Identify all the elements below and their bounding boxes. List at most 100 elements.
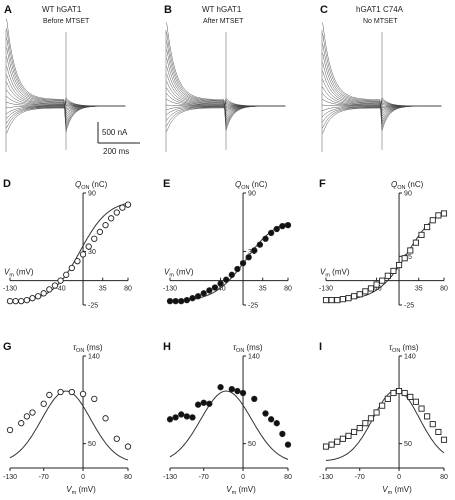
data-point <box>46 286 53 293</box>
data-point <box>379 277 386 284</box>
data-point <box>40 400 47 407</box>
data-point <box>334 438 341 445</box>
data-point <box>206 287 213 294</box>
data-point <box>345 432 352 439</box>
data-point <box>223 276 230 283</box>
y-tick-label: 50 <box>248 441 256 448</box>
panel-letter-E: E <box>163 178 170 190</box>
panel-letter-C: C <box>320 4 328 16</box>
y-tick-label: 90 <box>88 191 96 198</box>
data-point <box>418 405 425 412</box>
data-point <box>262 235 269 242</box>
data-point <box>68 264 75 272</box>
data-point <box>384 272 391 279</box>
panel-letter-I: I <box>319 341 322 353</box>
data-point <box>401 255 408 262</box>
data-point <box>418 231 425 238</box>
data-point <box>367 285 375 292</box>
data-point <box>407 247 414 254</box>
data-point <box>200 290 207 297</box>
y-tick-label: 90 <box>404 191 412 198</box>
panel-letter-D: D <box>3 178 11 190</box>
x-tick-label: 35 <box>259 286 267 293</box>
data-point <box>322 297 330 304</box>
data-point <box>228 385 235 393</box>
data-point <box>356 425 363 432</box>
x-tick-label: -130 <box>163 474 177 481</box>
x-tick-label: -130 <box>3 286 17 293</box>
data-point <box>57 388 64 396</box>
panel-letter-G: G <box>3 341 12 353</box>
data-point <box>23 296 31 304</box>
x-axis-label: Vm (mV) <box>164 268 194 279</box>
data-point <box>356 291 363 298</box>
data-point <box>440 210 448 217</box>
data-point <box>279 430 286 438</box>
scale-bar-current-label: 500 nA <box>102 128 128 137</box>
data-point <box>194 401 202 408</box>
data-point <box>424 224 431 231</box>
x-axis-label: Vm (mV) <box>226 485 256 496</box>
x-axis-label: Vm (mV) <box>66 485 96 496</box>
data-point <box>51 282 59 289</box>
data-point <box>119 204 126 211</box>
x-tick-label: 35 <box>99 286 107 293</box>
trace-subtitle-C: No MTSET <box>363 18 398 25</box>
data-point <box>40 290 47 297</box>
data-point <box>183 413 191 420</box>
chart-panel-I: I 140 50 -130 -70 0 80 τON (ms) Vm (mV) <box>319 341 448 496</box>
chart-panel-F: F 90 25 -25 -130 -40 35 80 QON (nC) Vm (mV) <box>319 178 448 310</box>
data-point <box>412 398 419 405</box>
data-point <box>178 411 185 418</box>
data-point <box>172 297 179 305</box>
x-tick-label: -70 <box>39 474 49 481</box>
y-tick-label: -25 <box>248 303 258 310</box>
data-point <box>12 297 19 305</box>
y-axis-label: τON (ms) <box>233 343 263 354</box>
data-point <box>200 399 207 406</box>
trace-panel-B: B WT hGAT1 After MTSET <box>164 4 286 152</box>
data-point <box>262 410 269 417</box>
data-point <box>339 296 346 303</box>
data-point <box>91 395 98 403</box>
data-point <box>18 297 25 305</box>
data-point <box>345 295 352 302</box>
chart-panel-G: G 140 50 -130 -70 0 80 τON (ms) Vm (mV) <box>3 341 132 496</box>
y-axis-label: QON (nC) <box>235 180 268 191</box>
data-point <box>267 229 275 237</box>
x-axis-label: Vm (mV) <box>382 485 412 496</box>
data-point <box>217 384 224 391</box>
trace-group-A <box>5 18 126 152</box>
x-tick-label: 0 <box>241 474 245 481</box>
y-tick-label: 30 <box>88 249 96 256</box>
data-point <box>435 428 442 436</box>
panel-letter-H: H <box>163 341 171 353</box>
y-tick-label: -25 <box>88 303 98 310</box>
data-point <box>172 414 179 421</box>
scale-bar: 500 nA 200 ms <box>97 122 140 156</box>
data-point <box>189 295 196 302</box>
scale-bar-time-label: 200 ms <box>103 147 129 156</box>
data-point <box>256 241 264 248</box>
x-tick-label: -70 <box>199 474 209 481</box>
data-point <box>267 416 275 423</box>
data-point <box>251 395 258 403</box>
y-tick-label: 140 <box>88 354 100 361</box>
x-axis-label: Vm (mV) <box>4 268 34 279</box>
data-point <box>384 395 391 402</box>
data-point <box>245 254 252 261</box>
data-point <box>407 393 414 400</box>
x-tick-label: -40 <box>372 286 382 293</box>
data-point <box>79 251 87 258</box>
y-axis-label: τON (ms) <box>73 343 103 354</box>
fit-curve <box>9 390 129 461</box>
data-point <box>435 212 442 219</box>
data-point <box>362 288 369 295</box>
trace-panel-A: A WT hGAT1 Before MTSET <box>4 4 126 152</box>
data-point <box>279 222 286 230</box>
data-point <box>440 436 448 443</box>
data-point <box>373 281 380 288</box>
x-tick-label: 80 <box>284 286 292 293</box>
data-point <box>6 297 14 305</box>
